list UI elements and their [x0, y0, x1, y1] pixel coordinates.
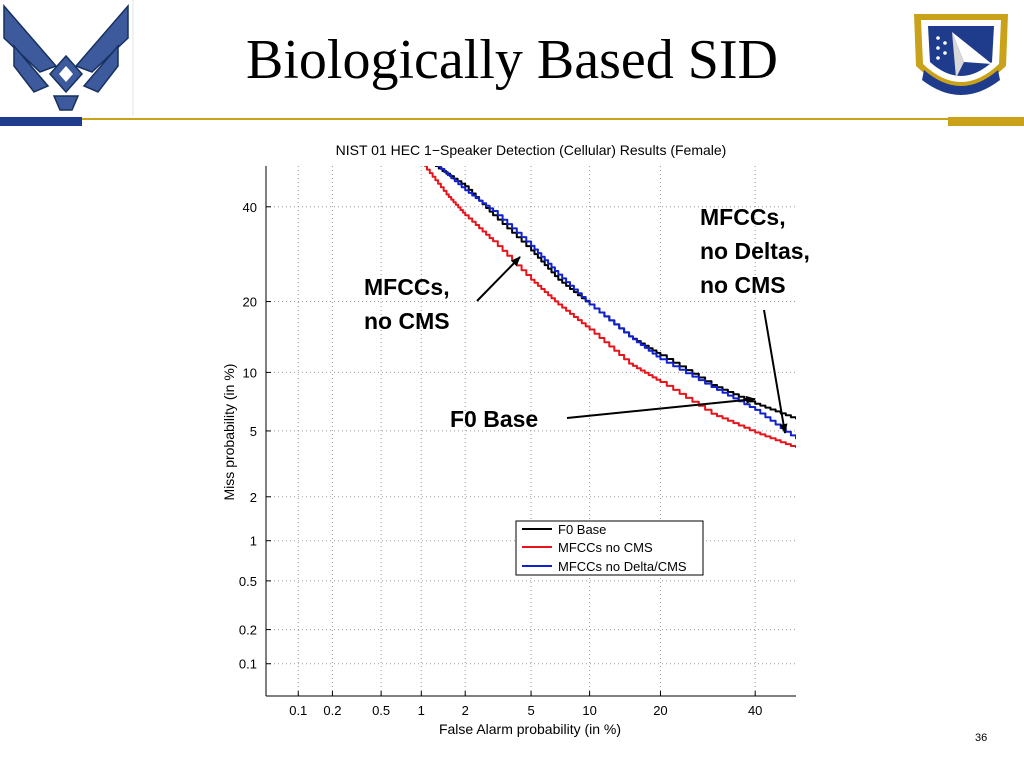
- legend-label-f0-base: F0 Base: [558, 522, 606, 537]
- chart-title: NIST 01 HEC 1−Speaker Detection (Cellula…: [336, 142, 727, 158]
- y-tick-label: 10: [243, 365, 257, 380]
- x-tick-label: 2: [462, 703, 469, 718]
- y-tick-label: 20: [243, 295, 257, 310]
- slide-title: Biologically Based SID: [246, 29, 778, 91]
- header-rule-gold: [82, 118, 948, 120]
- annotation-f0-base-arrow: [566, 395, 756, 419]
- x-tick-label: 20: [653, 703, 667, 718]
- x-axis-label: False Alarm probability (in %): [439, 721, 621, 737]
- annotation-f0-base: F0 Base: [450, 395, 756, 432]
- y-tick-label: 1: [250, 534, 257, 549]
- air-force-wings-logo: [0, 0, 134, 116]
- x-tick-label: 5: [527, 703, 534, 718]
- header-band-blue: [0, 117, 82, 126]
- x-tick-label: 1: [418, 703, 425, 718]
- x-tick-label: 0.1: [289, 703, 307, 718]
- annotation-mfccs-no-cms-arrow: [476, 256, 521, 302]
- legend: F0 Base MFCCs no CMS MFCCs no Delta/CMS: [515, 520, 704, 576]
- y-tick-label: 5: [250, 424, 257, 439]
- y-axis-ticks: 0.1 0.2 0.5 1 2 5 10 20 40: [239, 200, 271, 672]
- afrl-shield-icon: [914, 14, 1008, 95]
- series-group: [424, 166, 796, 448]
- y-axis-label: Miss probability (in %): [221, 364, 237, 501]
- series-line-mfccs-no-cms: [424, 166, 796, 448]
- annotation-mfccs-no-cms-line1: MFCCs,: [364, 274, 450, 300]
- annotation-no-deltas-line1: MFCCs,: [700, 204, 786, 230]
- page-number: 36: [975, 732, 988, 744]
- air-force-wings-icon: [0, 0, 134, 116]
- annotation-no-deltas-arrow: [763, 309, 788, 434]
- annotation-no-deltas-line2: no Deltas,: [700, 238, 810, 264]
- y-tick-label: 0.5: [239, 574, 257, 589]
- grid-lines: [266, 166, 796, 696]
- annotation-mfccs-no-deltas-no-cms: MFCCs, no Deltas, no CMS: [700, 204, 810, 434]
- y-tick-label: 0.1: [239, 657, 257, 672]
- annotation-f0-base-text: F0 Base: [450, 406, 538, 432]
- afrl-shield-logo: [908, 6, 1014, 110]
- y-tick-label: 2: [250, 490, 257, 505]
- x-tick-label: 10: [582, 703, 596, 718]
- annotation-mfccs-no-cms-line2: no CMS: [364, 308, 450, 334]
- x-tick-label: 0.2: [323, 703, 341, 718]
- y-tick-label: 0.2: [239, 623, 257, 638]
- annotation-no-deltas-line3: no CMS: [700, 272, 786, 298]
- x-tick-label: 40: [748, 703, 762, 718]
- legend-label-mfccs-no-cms: MFCCs no CMS: [558, 540, 653, 555]
- legend-label-mfccs-no-delta-cms: MFCCs no Delta/CMS: [558, 559, 687, 574]
- y-tick-label: 40: [243, 200, 257, 215]
- annotation-mfccs-no-cms: MFCCs, no CMS: [364, 256, 521, 334]
- x-axis-ticks: 0.1 0.2 0.5 1 2 5 10 20 40: [289, 691, 762, 718]
- series-line-mfccs-no-delta-cms: [437, 166, 796, 440]
- x-tick-label: 0.5: [372, 703, 390, 718]
- header-band-gold: [948, 117, 1024, 126]
